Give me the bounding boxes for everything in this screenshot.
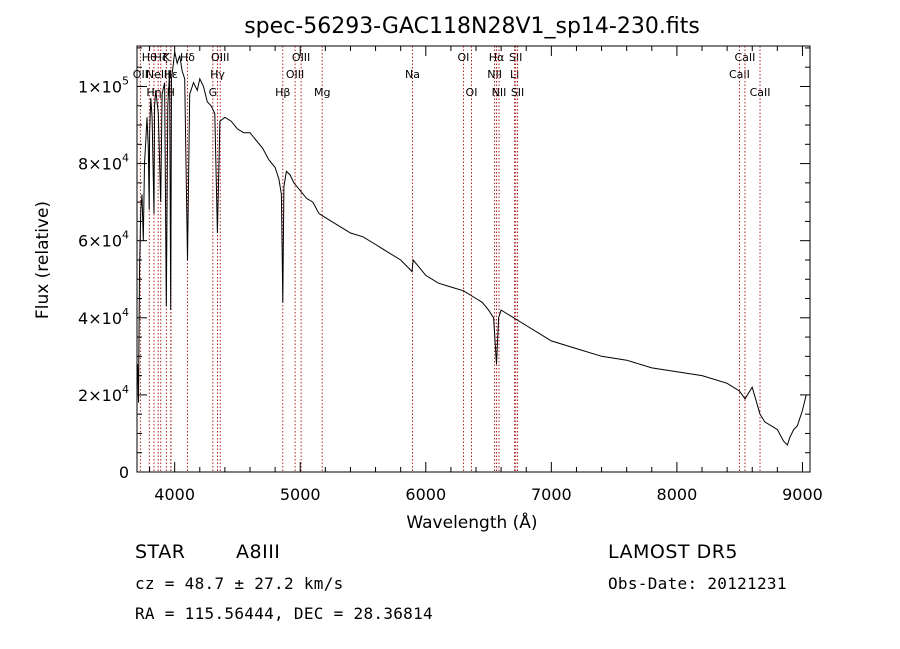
x-tick-label: 9000 [782, 485, 823, 504]
x-tick-label: 8000 [657, 485, 698, 504]
x-tick-label: 6000 [405, 485, 446, 504]
line-marker-label: OI [466, 86, 478, 99]
y-tick-exponent: 4 [122, 152, 129, 165]
line-marker-label: OIII [211, 51, 229, 64]
line-marker-label: SII [511, 86, 524, 99]
line-marker-label: Hη [146, 86, 161, 99]
survey-name: LAMOST DR5 [608, 541, 738, 563]
plot-frame [136, 45, 811, 473]
line-marker-label: Hα [489, 51, 505, 64]
y-axis-label: Flux (relative) [33, 201, 53, 319]
line-marker-label: Hβ [275, 86, 290, 99]
y-tick-mantissa: 1×10 [78, 77, 122, 96]
line-marker-label: OIII [286, 68, 304, 81]
y-tick-label: 8×104 [78, 152, 129, 174]
line-marker-label: NeIII [146, 68, 171, 81]
line-marker-label: Hγ [210, 68, 225, 81]
line-marker-label: Hδ [180, 51, 195, 64]
redshift-velocity: cz = 48.7 ± 27.2 km/s [135, 574, 344, 593]
chart-title: spec-56293-GAC118N28V1_sp14-230.fits [244, 14, 700, 39]
line-marker-label: SII [509, 51, 522, 64]
x-tick-label: 5000 [280, 485, 321, 504]
x-tick-label: 4000 [154, 485, 195, 504]
line-marker-label: NII [487, 68, 502, 81]
sky-coordinates: RA = 115.56444, DEC = 28.36814 [135, 604, 433, 623]
x-axis-ticks: 4000 5000 6000 7000 8000 9000 [149, 46, 823, 504]
line-marker-label: CaII [750, 86, 771, 99]
spectrum-line [137, 51, 807, 446]
line-marker-label: Hε [164, 68, 178, 81]
line-marker-label: OI [458, 51, 470, 64]
y-tick-label: 4×104 [78, 306, 129, 328]
y-tick-label: 2×104 [78, 383, 129, 405]
y-tick-exponent: 4 [122, 383, 129, 396]
object-subclass: A8III [236, 541, 281, 563]
y-tick-label: 1×105 [78, 74, 129, 96]
line-marker-label: OIII [292, 51, 310, 64]
line-marker-label: Hθ [142, 51, 157, 64]
x-axis-label: Wavelength (Å) [406, 511, 537, 533]
y-tick-mantissa: 8×10 [78, 155, 122, 174]
line-marker-label: NII [492, 86, 507, 99]
observation-date: Obs-Date: 20121231 [608, 574, 787, 593]
y-tick-mantissa: 2×10 [78, 386, 122, 405]
line-marker-label: Li [510, 68, 519, 81]
spectral-line-markers: OIIHθHηNeIIIHζKHHεHδGHγOIIIHβOIIIOIIIMgN… [133, 46, 771, 472]
line-marker-label: Mg [314, 86, 330, 99]
y-tick-mantissa: 4×10 [78, 309, 122, 328]
y-tick-mantissa: 6×10 [78, 232, 122, 251]
line-marker-label: K [163, 51, 171, 64]
line-marker-label: CaII [734, 51, 755, 64]
line-marker-label: Hζ [154, 51, 168, 64]
y-tick-exponent: 4 [122, 306, 129, 319]
line-marker-label: CaII [729, 68, 750, 81]
y-tick-label: 6×104 [78, 229, 129, 251]
y-tick-label: 0 [119, 463, 129, 482]
object-class: STAR [135, 541, 186, 563]
y-tick-exponent: 4 [122, 229, 129, 242]
x-tick-label: 7000 [531, 485, 572, 504]
line-marker-label: Na [405, 68, 420, 81]
y-tick-mantissa: 0 [119, 463, 129, 482]
line-marker-label: G [209, 86, 218, 99]
y-tick-exponent: 5 [122, 74, 129, 87]
spectrum-chart: spec-56293-GAC118N28V1_sp14-230.fits OII… [33, 14, 823, 533]
